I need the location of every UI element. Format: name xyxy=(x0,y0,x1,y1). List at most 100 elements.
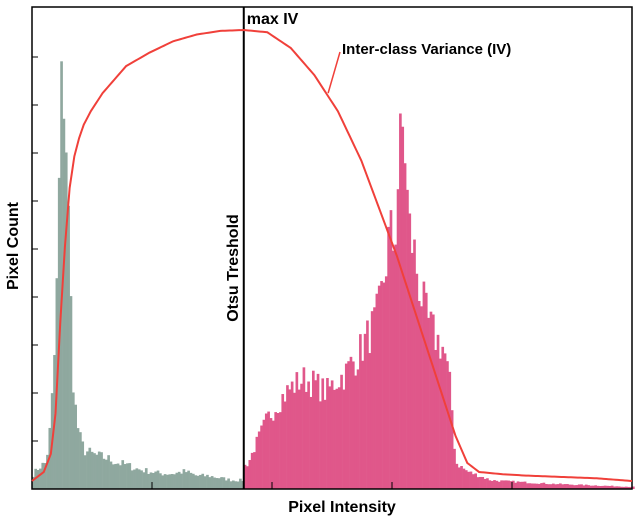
histogram-bar-foreground xyxy=(253,452,256,489)
histogram-bar-foreground xyxy=(514,482,517,489)
histogram-bar-background xyxy=(119,465,122,489)
histogram-bar-foreground xyxy=(434,349,437,489)
histogram-bar-background xyxy=(161,475,165,489)
histogram-bar-foreground xyxy=(250,452,254,489)
histogram-bar-foreground xyxy=(427,317,430,489)
histogram-bar-foreground xyxy=(363,333,367,489)
x-axis-ticks xyxy=(151,482,513,489)
y-axis-label: Pixel Count xyxy=(5,201,22,290)
histogram-bar-background xyxy=(144,468,148,489)
histogram-bar-foreground xyxy=(312,370,315,489)
histogram-bar-background xyxy=(64,152,68,490)
histogram-bar-background xyxy=(133,469,136,489)
histogram-bar-foreground xyxy=(420,306,423,489)
plot-frame xyxy=(31,6,633,490)
histogram-bar-background xyxy=(152,472,155,489)
histogram-bar-foreground xyxy=(406,189,409,490)
histogram-bar-foreground xyxy=(632,486,635,489)
histogram-bar-background xyxy=(41,462,45,489)
histogram-bar-foreground xyxy=(424,292,428,489)
histogram-bar-foreground xyxy=(330,380,334,489)
histogram-bar-foreground xyxy=(561,484,565,489)
histogram-bar-background xyxy=(170,474,174,489)
histogram-bar-background xyxy=(196,475,200,489)
histogram-bar-background xyxy=(192,473,195,489)
histogram-bar-background xyxy=(229,481,233,489)
histogram-bar-foreground xyxy=(274,412,277,489)
histogram-bar-foreground xyxy=(530,483,534,489)
histogram-bar-foreground xyxy=(582,485,586,489)
histogram-bar-foreground xyxy=(479,476,482,489)
histogram-bar-foreground xyxy=(594,485,597,489)
histogram-bar-foreground xyxy=(248,460,252,489)
histogram-bar-foreground xyxy=(533,483,536,489)
histogram-bar-foreground xyxy=(321,378,325,489)
histogram-bar-foreground xyxy=(481,476,485,489)
histogram-bar-foreground xyxy=(584,484,588,489)
histogram-bar-foreground xyxy=(349,356,353,489)
histogram-bar-background xyxy=(149,472,153,489)
histogram-bar-foreground xyxy=(382,282,386,489)
histogram-bar-foreground xyxy=(474,473,477,489)
histogram-bar-foreground xyxy=(575,485,579,489)
histogram-bar-foreground xyxy=(493,480,496,489)
curve-annotation-pointer xyxy=(327,51,341,94)
histogram-bar-foreground xyxy=(387,226,390,489)
histogram-bar-foreground xyxy=(314,380,317,489)
histogram-bar-foreground xyxy=(384,276,388,489)
histogram-bar-foreground xyxy=(476,477,480,489)
histogram-bar-background xyxy=(199,474,202,489)
histogram-bar-foreground xyxy=(337,387,341,489)
histogram-bar-background xyxy=(203,476,207,489)
histogram-bar-foreground xyxy=(432,314,435,489)
histogram-bar-foreground xyxy=(601,485,605,489)
histogram-bar-foreground xyxy=(606,485,609,489)
histogram-bar-foreground xyxy=(354,375,357,489)
histogram-bar-foreground xyxy=(617,486,621,489)
histogram-bar-foreground xyxy=(535,483,539,489)
histogram-bar-background xyxy=(201,473,205,489)
histogram-bar-foreground xyxy=(429,311,433,489)
histogram-bar-background xyxy=(88,447,92,489)
histogram-bar-background xyxy=(69,296,73,489)
histogram-bar-foreground xyxy=(316,373,320,489)
histogram-bar-background xyxy=(83,455,87,489)
threshold-label: Otsu Treshold xyxy=(225,214,242,322)
histogram-bar-background xyxy=(232,480,235,489)
histogram-bar-foreground xyxy=(352,361,355,489)
histogram-bar-foreground xyxy=(272,420,275,489)
histogram-bar-background xyxy=(36,469,40,489)
histogram-bar-foreground xyxy=(563,484,567,489)
histogram-bar-foreground xyxy=(413,239,416,489)
histogram-bar-foreground xyxy=(467,471,470,489)
histogram-bar-background xyxy=(135,468,139,489)
histogram-bar-background xyxy=(72,392,75,489)
histogram-bar-foreground xyxy=(297,389,301,489)
histogram-bar-foreground xyxy=(490,480,494,489)
histogram-bar-foreground xyxy=(512,480,515,489)
histogram-bar-background xyxy=(239,478,242,489)
histogram-bar-foreground xyxy=(570,484,574,489)
histogram-bar-foreground xyxy=(359,334,362,489)
histogram-bar-background xyxy=(102,458,106,489)
histogram-bar-foreground xyxy=(269,418,273,489)
histogram-bar-background xyxy=(43,463,47,489)
histogram-bar-foreground xyxy=(246,466,249,489)
histogram-bar-background xyxy=(166,474,169,489)
histogram-bar-background xyxy=(121,460,125,489)
histogram-bar-foreground xyxy=(368,353,372,489)
histogram-bar-foreground xyxy=(399,113,402,490)
histogram-bar-foreground xyxy=(439,358,442,489)
max-iv-label: max IV xyxy=(247,11,299,28)
histogram-bar-foreground xyxy=(552,483,555,489)
histogram-bar-foreground xyxy=(540,483,543,489)
histogram-bar-foreground xyxy=(622,486,626,489)
histogram-bar-background xyxy=(159,473,162,489)
histogram-bar-foreground xyxy=(401,126,405,489)
histogram-bar-foreground xyxy=(613,486,616,489)
histogram-bar-foreground xyxy=(603,485,607,489)
histogram-bar-foreground xyxy=(276,413,280,489)
histogram-bar-foreground xyxy=(392,250,395,489)
histogram-bar-foreground xyxy=(333,389,336,489)
histogram-bar-background xyxy=(62,118,66,489)
